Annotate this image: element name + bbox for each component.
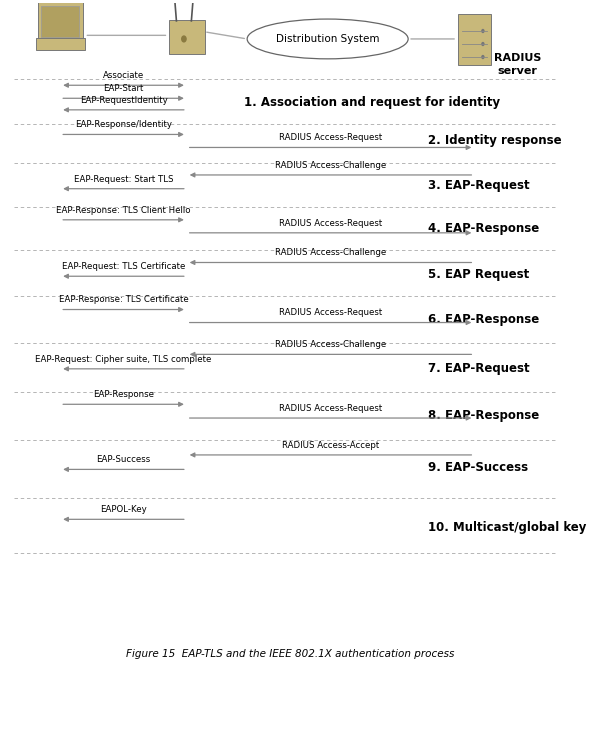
Text: EAP-Response: TLS Certificate: EAP-Response: TLS Certificate xyxy=(58,295,188,305)
Text: Distribution System: Distribution System xyxy=(276,34,379,44)
FancyBboxPatch shape xyxy=(458,15,491,65)
Text: 9. EAP-Success: 9. EAP-Success xyxy=(428,461,528,474)
FancyBboxPatch shape xyxy=(38,2,82,39)
Text: EAP-Request: Start TLS: EAP-Request: Start TLS xyxy=(74,175,173,184)
Text: 2. Identity response: 2. Identity response xyxy=(428,133,562,147)
Text: EAP-Success: EAP-Success xyxy=(97,456,151,464)
Text: EAP-Request: TLS Certificate: EAP-Request: TLS Certificate xyxy=(62,262,185,271)
Circle shape xyxy=(481,42,485,46)
FancyBboxPatch shape xyxy=(41,7,79,36)
Circle shape xyxy=(481,29,485,33)
Text: 6. EAP-Response: 6. EAP-Response xyxy=(428,313,539,326)
Text: 4. EAP-Response: 4. EAP-Response xyxy=(428,222,539,235)
Text: RADIUS Access-Request: RADIUS Access-Request xyxy=(279,219,382,227)
Ellipse shape xyxy=(247,19,408,59)
Text: EAP-Start: EAP-Start xyxy=(103,85,144,93)
FancyBboxPatch shape xyxy=(169,20,205,54)
Text: RADIUS Access-Request: RADIUS Access-Request xyxy=(279,308,382,317)
Text: EAP-Request: Cipher suite, TLS complete: EAP-Request: Cipher suite, TLS complete xyxy=(35,355,212,364)
Text: Associate: Associate xyxy=(103,71,144,80)
Text: RADIUS Access-Challenge: RADIUS Access-Challenge xyxy=(275,340,386,349)
Text: 3. EAP-Request: 3. EAP-Request xyxy=(428,179,530,192)
Text: RADIUS Access-Challenge: RADIUS Access-Challenge xyxy=(275,161,386,170)
Circle shape xyxy=(481,55,485,59)
FancyBboxPatch shape xyxy=(36,38,85,50)
Text: RADIUS
server: RADIUS server xyxy=(494,53,541,76)
Text: 1. Association and request for identity: 1. Association and request for identity xyxy=(244,96,501,109)
Text: RADIUS Access-Request: RADIUS Access-Request xyxy=(279,404,382,413)
Text: EAP-Response: EAP-Response xyxy=(93,390,154,399)
Text: RADIUS Access-Challenge: RADIUS Access-Challenge xyxy=(275,249,386,257)
Text: EAP-RequestIdentity: EAP-RequestIdentity xyxy=(80,95,167,105)
Text: RADIUS Access-Request: RADIUS Access-Request xyxy=(279,133,382,142)
Text: 8. EAP-Response: 8. EAP-Response xyxy=(428,409,539,421)
Text: EAPOL-Key: EAPOL-Key xyxy=(100,505,147,514)
Text: EAP-Response/Identity: EAP-Response/Identity xyxy=(75,120,172,129)
Text: 10. Multicast/global key: 10. Multicast/global key xyxy=(428,521,587,534)
Text: RADIUS Access-Accept: RADIUS Access-Accept xyxy=(282,441,379,450)
Circle shape xyxy=(181,35,187,42)
Text: 5. EAP Request: 5. EAP Request xyxy=(428,268,530,281)
Text: EAP-Response: TLS Client Hello: EAP-Response: TLS Client Hello xyxy=(57,206,191,215)
Text: 7. EAP-Request: 7. EAP-Request xyxy=(428,362,530,375)
Text: Figure 15  EAP-TLS and the IEEE 802.1X authentication process: Figure 15 EAP-TLS and the IEEE 802.1X au… xyxy=(126,649,454,659)
